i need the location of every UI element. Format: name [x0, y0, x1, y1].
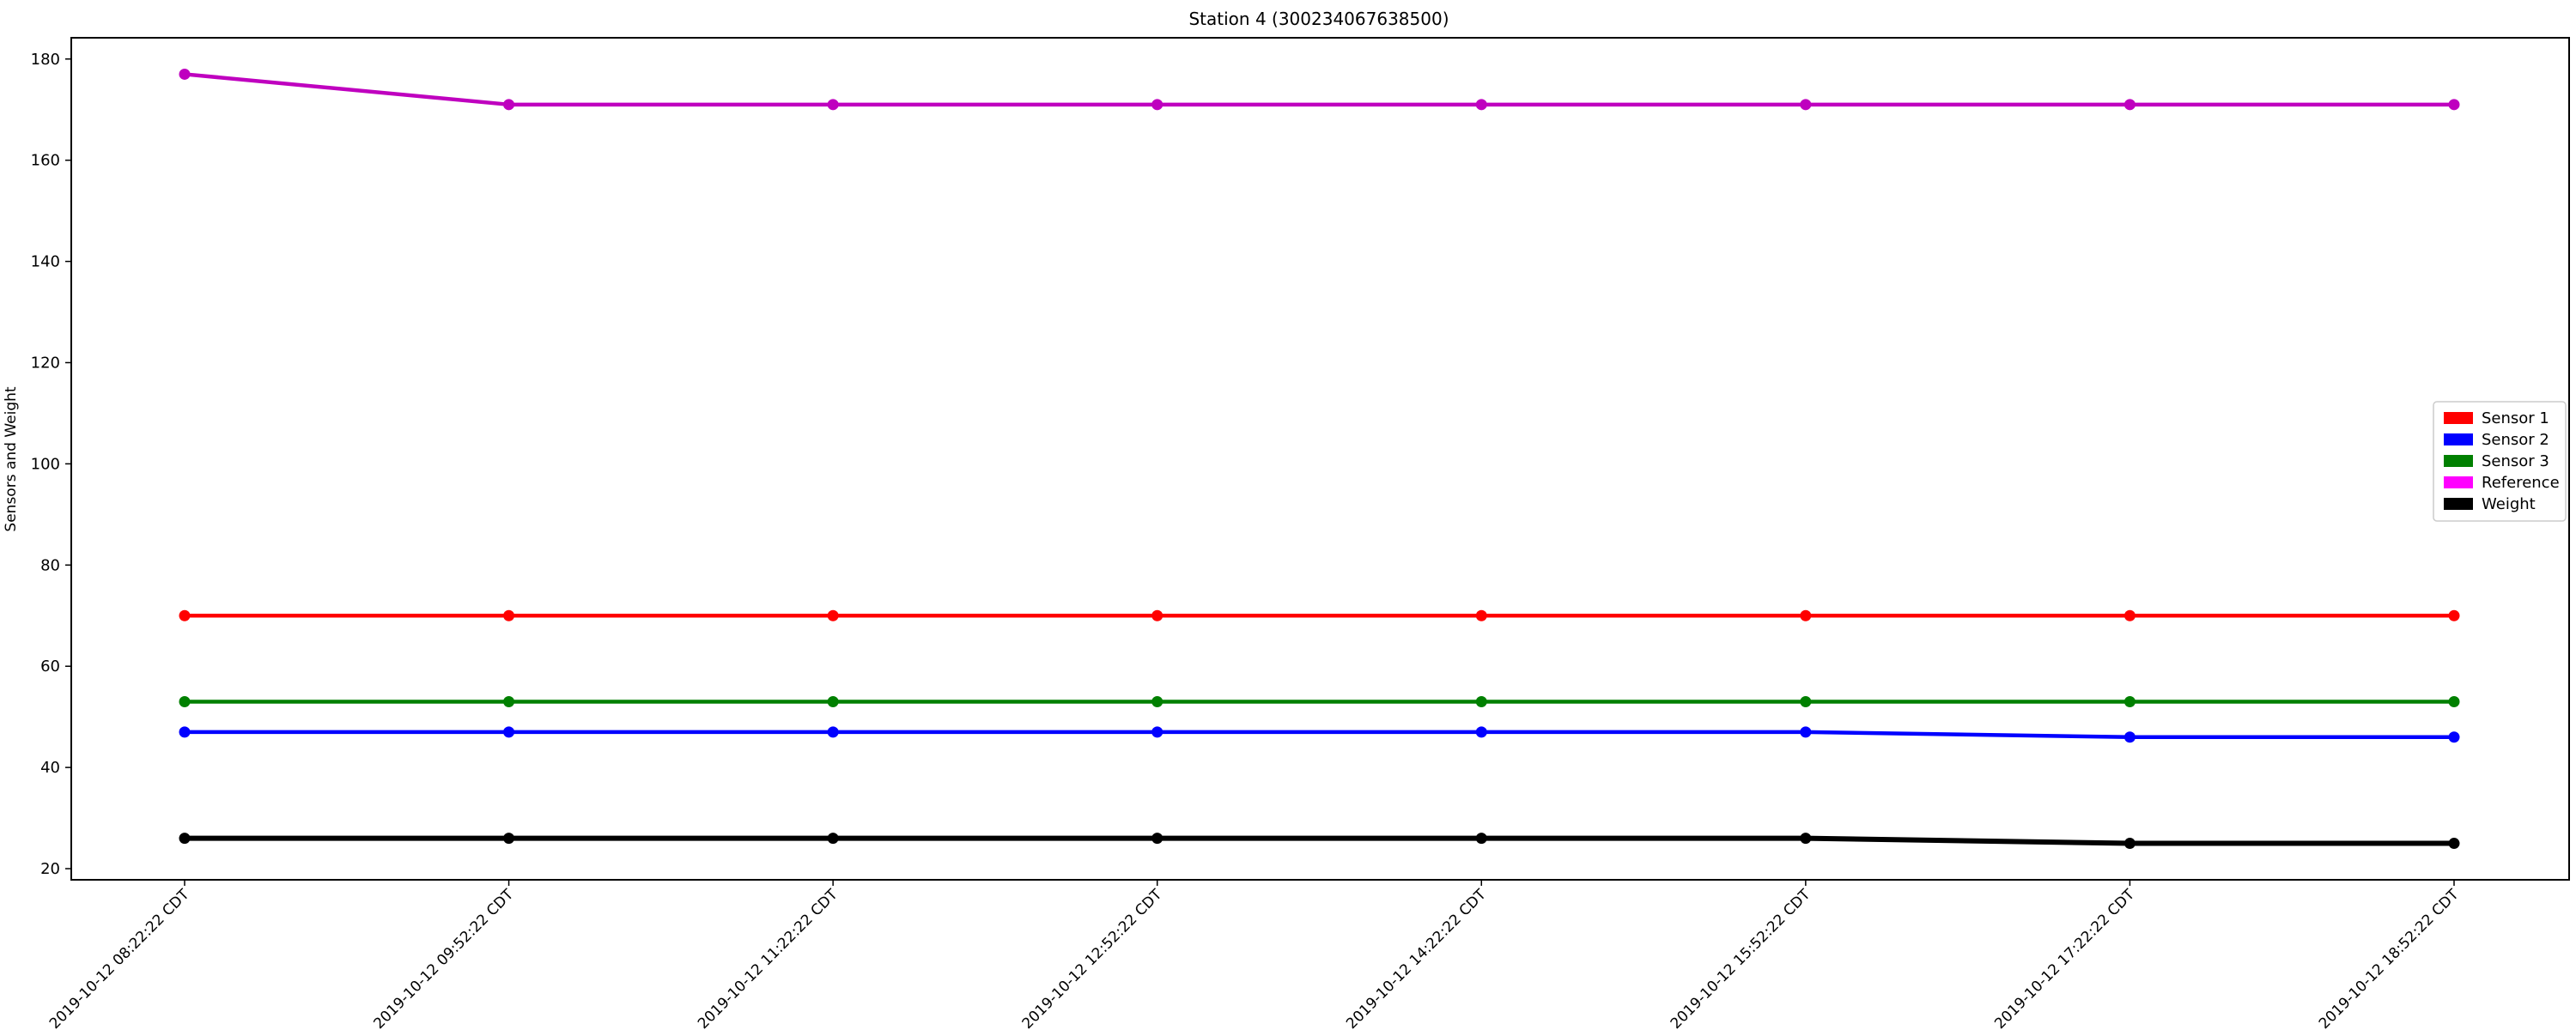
data-point-sensor-1 [2448, 609, 2460, 621]
plot-area-frame [70, 37, 2570, 881]
data-point-sensor-1 [179, 609, 191, 621]
data-point-sensor-2 [503, 726, 515, 738]
data-point-sensor-1 [1151, 609, 1163, 621]
data-point-weight [2123, 838, 2136, 850]
y-tick-label: 160 [31, 152, 60, 170]
data-point-sensor-3 [1800, 695, 1812, 707]
y-tick-label: 140 [31, 253, 60, 271]
y-tick-label: 20 [40, 860, 60, 878]
data-point-sensor-1 [1475, 609, 1487, 621]
series-weight [179, 833, 2460, 850]
legend-label-reference: Reference [2482, 474, 2560, 492]
data-point-sensor-3 [2123, 695, 2136, 707]
data-point-sensor-2 [179, 726, 191, 738]
data-point-sensor-2 [1151, 726, 1163, 738]
data-point-weight [2448, 838, 2460, 850]
chart-title: Station 4 (300234067638500) [1188, 9, 1449, 29]
data-point-reference [2448, 99, 2460, 111]
x-tick-label: 2019-10-12 08:22:22 CDT [46, 886, 193, 1030]
data-point-sensor-2 [2123, 731, 2136, 743]
legend-label-sensor-2: Sensor 2 [2482, 431, 2549, 449]
data-point-sensor-3 [2448, 695, 2460, 707]
data-point-weight [1475, 833, 1487, 845]
legend-swatch-sensor-3 [2444, 455, 2473, 467]
x-tick-label: 2019-10-12 18:52:22 CDT [2316, 886, 2463, 1030]
data-point-sensor-1 [1800, 609, 1812, 621]
y-tick-label: 100 [31, 455, 60, 473]
y-tick-label: 120 [31, 354, 60, 372]
series-line-weight [185, 835, 2454, 846]
data-point-reference [827, 99, 839, 111]
legend-swatch-sensor-2 [2444, 433, 2473, 445]
legend-label-sensor-3: Sensor 3 [2482, 452, 2549, 470]
legend-label-sensor-1: Sensor 1 [2482, 409, 2549, 427]
data-point-sensor-2 [1800, 726, 1812, 738]
data-point-reference [1800, 99, 1812, 111]
series-line-reference [184, 72, 2454, 107]
x-tick-label: 2019-10-12 09:52:22 CDT [370, 886, 517, 1030]
data-point-weight [179, 833, 191, 845]
data-point-weight [503, 833, 515, 845]
data-point-sensor-3 [1151, 695, 1163, 707]
y-tick-label: 60 [40, 657, 60, 676]
data-point-sensor-3 [179, 695, 191, 707]
data-point-reference [1151, 99, 1163, 111]
legend-swatch-sensor-1 [2444, 412, 2473, 424]
data-point-sensor-3 [1475, 695, 1487, 707]
series-sensor-2 [179, 726, 2460, 743]
data-point-reference [503, 99, 515, 111]
series-reference [179, 68, 2460, 111]
data-point-reference [179, 68, 191, 80]
y-axis: 20 40 60 80 100 120 140 160 180 [31, 51, 71, 878]
legend-swatch-reference [2444, 476, 2473, 488]
data-point-sensor-1 [2123, 609, 2136, 621]
data-point-sensor-3 [503, 695, 515, 707]
x-axis: 2019-10-12 08:22:22 CDT 2019-10-12 09:52:… [46, 880, 2463, 1030]
x-tick-label: 2019-10-12 12:52:22 CDT [1019, 886, 1166, 1030]
data-point-sensor-2 [827, 726, 839, 738]
data-point-sensor-1 [503, 609, 515, 621]
legend-swatch-weight [2444, 498, 2473, 510]
data-point-reference [2123, 99, 2136, 111]
data-point-sensor-1 [827, 609, 839, 621]
x-tick-label: 2019-10-12 14:22:22 CDT [1343, 886, 1490, 1030]
series-line-sensor-2 [185, 730, 2454, 739]
x-tick-label: 2019-10-12 17:22:22 CDT [1991, 886, 2138, 1030]
data-point-weight [827, 833, 839, 845]
x-tick-label: 2019-10-12 15:52:22 CDT [1668, 886, 1814, 1030]
data-point-sensor-2 [1475, 726, 1487, 738]
series-sensor-1 [179, 609, 2460, 621]
data-point-reference [1475, 99, 1487, 111]
series-sensor-3 [179, 695, 2460, 707]
y-axis-label: Sensors and Weight [3, 386, 20, 531]
legend: Sensor 1 Sensor 2 Sensor 3 Reference Weight [2433, 401, 2567, 522]
legend-label-weight: Weight [2482, 495, 2536, 513]
x-tick-label: 2019-10-12 11:22:22 CDT [695, 886, 841, 1030]
data-point-sensor-3 [827, 695, 839, 707]
y-tick-label: 80 [40, 556, 60, 574]
legend-box [2433, 401, 2567, 522]
y-tick-label: 180 [31, 51, 60, 69]
data-point-weight [1800, 833, 1812, 845]
data-point-sensor-2 [2448, 731, 2460, 743]
y-tick-label: 40 [40, 759, 60, 777]
data-point-weight [1151, 833, 1163, 845]
series-layer [179, 68, 2460, 850]
